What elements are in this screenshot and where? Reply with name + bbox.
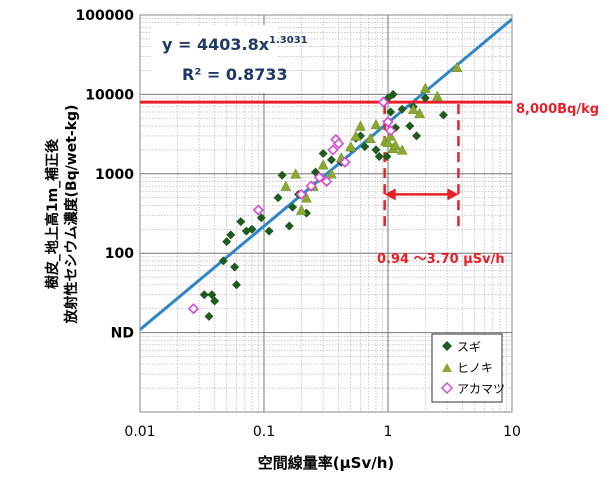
- point-sugi: [382, 152, 392, 162]
- point-sugi: [210, 296, 220, 306]
- x-tick-label: 1: [384, 424, 393, 440]
- legend-label-sugi: スギ: [457, 340, 481, 354]
- point-hinoki: [370, 118, 382, 130]
- point-sugi: [284, 221, 294, 231]
- point-akamatsu: [327, 144, 339, 156]
- x-tick-label: 10: [503, 424, 521, 440]
- point-hinoki: [355, 120, 366, 131]
- point-hinoki: [317, 159, 329, 170]
- legend-marker-sugi: [442, 341, 452, 351]
- point-hinoki: [350, 130, 362, 141]
- point-sugi: [204, 311, 214, 321]
- point-akamatsu: [252, 204, 264, 216]
- point-hinoki: [345, 141, 357, 152]
- legend: スギ ヒノキ アカマツ: [431, 333, 505, 403]
- point-sugi: [199, 290, 209, 300]
- point-akamatsu: [339, 156, 351, 168]
- point-hinoki: [290, 168, 302, 179]
- point-sugi: [247, 224, 257, 234]
- legend-label-akamatsu: アカマツ: [457, 382, 505, 396]
- point-hinoki: [451, 61, 463, 72]
- plot-border: [139, 14, 513, 413]
- point-sugi: [405, 121, 415, 131]
- y-tick-label: 1000: [95, 167, 134, 183]
- r-squared-text: R² = 0.8733: [182, 65, 288, 84]
- legend-marker-akamatsu: [440, 381, 454, 395]
- point-hinoki: [419, 82, 431, 93]
- point-sugi: [326, 155, 336, 165]
- equation-background: [152, 25, 277, 93]
- range-arrow-head-left: [384, 188, 396, 201]
- point-sugi: [207, 290, 217, 300]
- point-akamatsu: [321, 175, 333, 188]
- point-hinoki: [364, 132, 376, 144]
- trendline: [140, 18, 512, 331]
- data-points: [187, 61, 463, 321]
- point-akamatsu: [313, 171, 326, 184]
- point-hinoki: [280, 180, 292, 191]
- point-hinoki: [390, 139, 401, 150]
- range-annotation-label: 0.94 ～3.70 μSv/h: [377, 252, 505, 267]
- point-sugi: [420, 93, 430, 103]
- point-akamatsu: [382, 116, 394, 128]
- point-akamatsu: [187, 303, 200, 315]
- point-sugi: [360, 142, 370, 152]
- y-tick-labels: ND 100 1000 10000 100000: [76, 8, 135, 342]
- point-sugi: [273, 193, 283, 203]
- point-sugi: [226, 230, 236, 240]
- y-axis-title-line-1: 樹皮_地上高1m_補正後: [44, 138, 61, 289]
- y-tick-label: ND: [111, 326, 134, 342]
- point-hinoki: [382, 136, 394, 147]
- point-sugi: [218, 256, 228, 266]
- point-sugi: [374, 152, 384, 162]
- point-sugi: [386, 107, 396, 117]
- point-sugi: [371, 145, 381, 155]
- equation-text: y = 4403.8x1.3031: [162, 35, 308, 54]
- point-sugi: [412, 131, 422, 141]
- y-axis-title-line-2: 放射性セシウム濃度(Bq/wet-kg): [63, 105, 80, 325]
- point-sugi: [438, 110, 448, 120]
- x-tick-label: 0.01: [124, 424, 155, 440]
- point-akamatsu: [305, 180, 317, 192]
- y-tick-label: 10000: [85, 87, 134, 103]
- point-sugi: [397, 104, 407, 114]
- point-hinoki: [396, 144, 408, 155]
- point-akamatsu: [377, 96, 390, 108]
- point-sugi: [264, 226, 274, 236]
- point-sugi: [222, 237, 232, 247]
- y-tick-label: 100000: [76, 8, 135, 24]
- point-sugi: [277, 170, 287, 180]
- point-hinoki: [407, 103, 419, 115]
- legend-marker-hinoki: [442, 363, 452, 372]
- point-sugi: [230, 262, 240, 272]
- reference-line-label: 8,000Bq/kg: [516, 102, 599, 117]
- point-sugi: [288, 202, 298, 212]
- point-hinoki: [326, 168, 337, 179]
- point-sugi: [231, 280, 241, 290]
- point-sugi: [318, 149, 328, 159]
- point-sugi: [236, 217, 246, 227]
- point-akamatsu: [333, 137, 345, 150]
- y-axis-title: 樹皮_地上高1m_補正後 放射性セシウム濃度(Bq/wet-kg): [44, 105, 80, 325]
- range-arrow-head-right: [447, 188, 459, 201]
- equation-box: y = 4403.8x1.3031 R² = 0.8733: [152, 25, 308, 93]
- point-akamatsu: [295, 188, 307, 201]
- trendline-layer: [140, 18, 512, 331]
- point-sugi: [256, 213, 266, 223]
- x-tick-labels: 0.01 0.1 1 10: [124, 424, 521, 440]
- point-hinoki: [295, 204, 307, 215]
- point-hinoki: [301, 192, 312, 203]
- point-akamatsu: [384, 124, 397, 137]
- point-hinoki: [431, 90, 443, 101]
- point-hinoki: [414, 107, 426, 118]
- x-tick-label: 0.1: [253, 424, 275, 440]
- legend-label-hinoki: ヒノキ: [457, 361, 493, 375]
- y-tick-label: 100: [105, 246, 134, 262]
- x-axis-title: 空間線量率(μSv/h): [258, 454, 395, 472]
- reference-layer: [140, 100, 512, 230]
- point-sugi: [388, 89, 398, 99]
